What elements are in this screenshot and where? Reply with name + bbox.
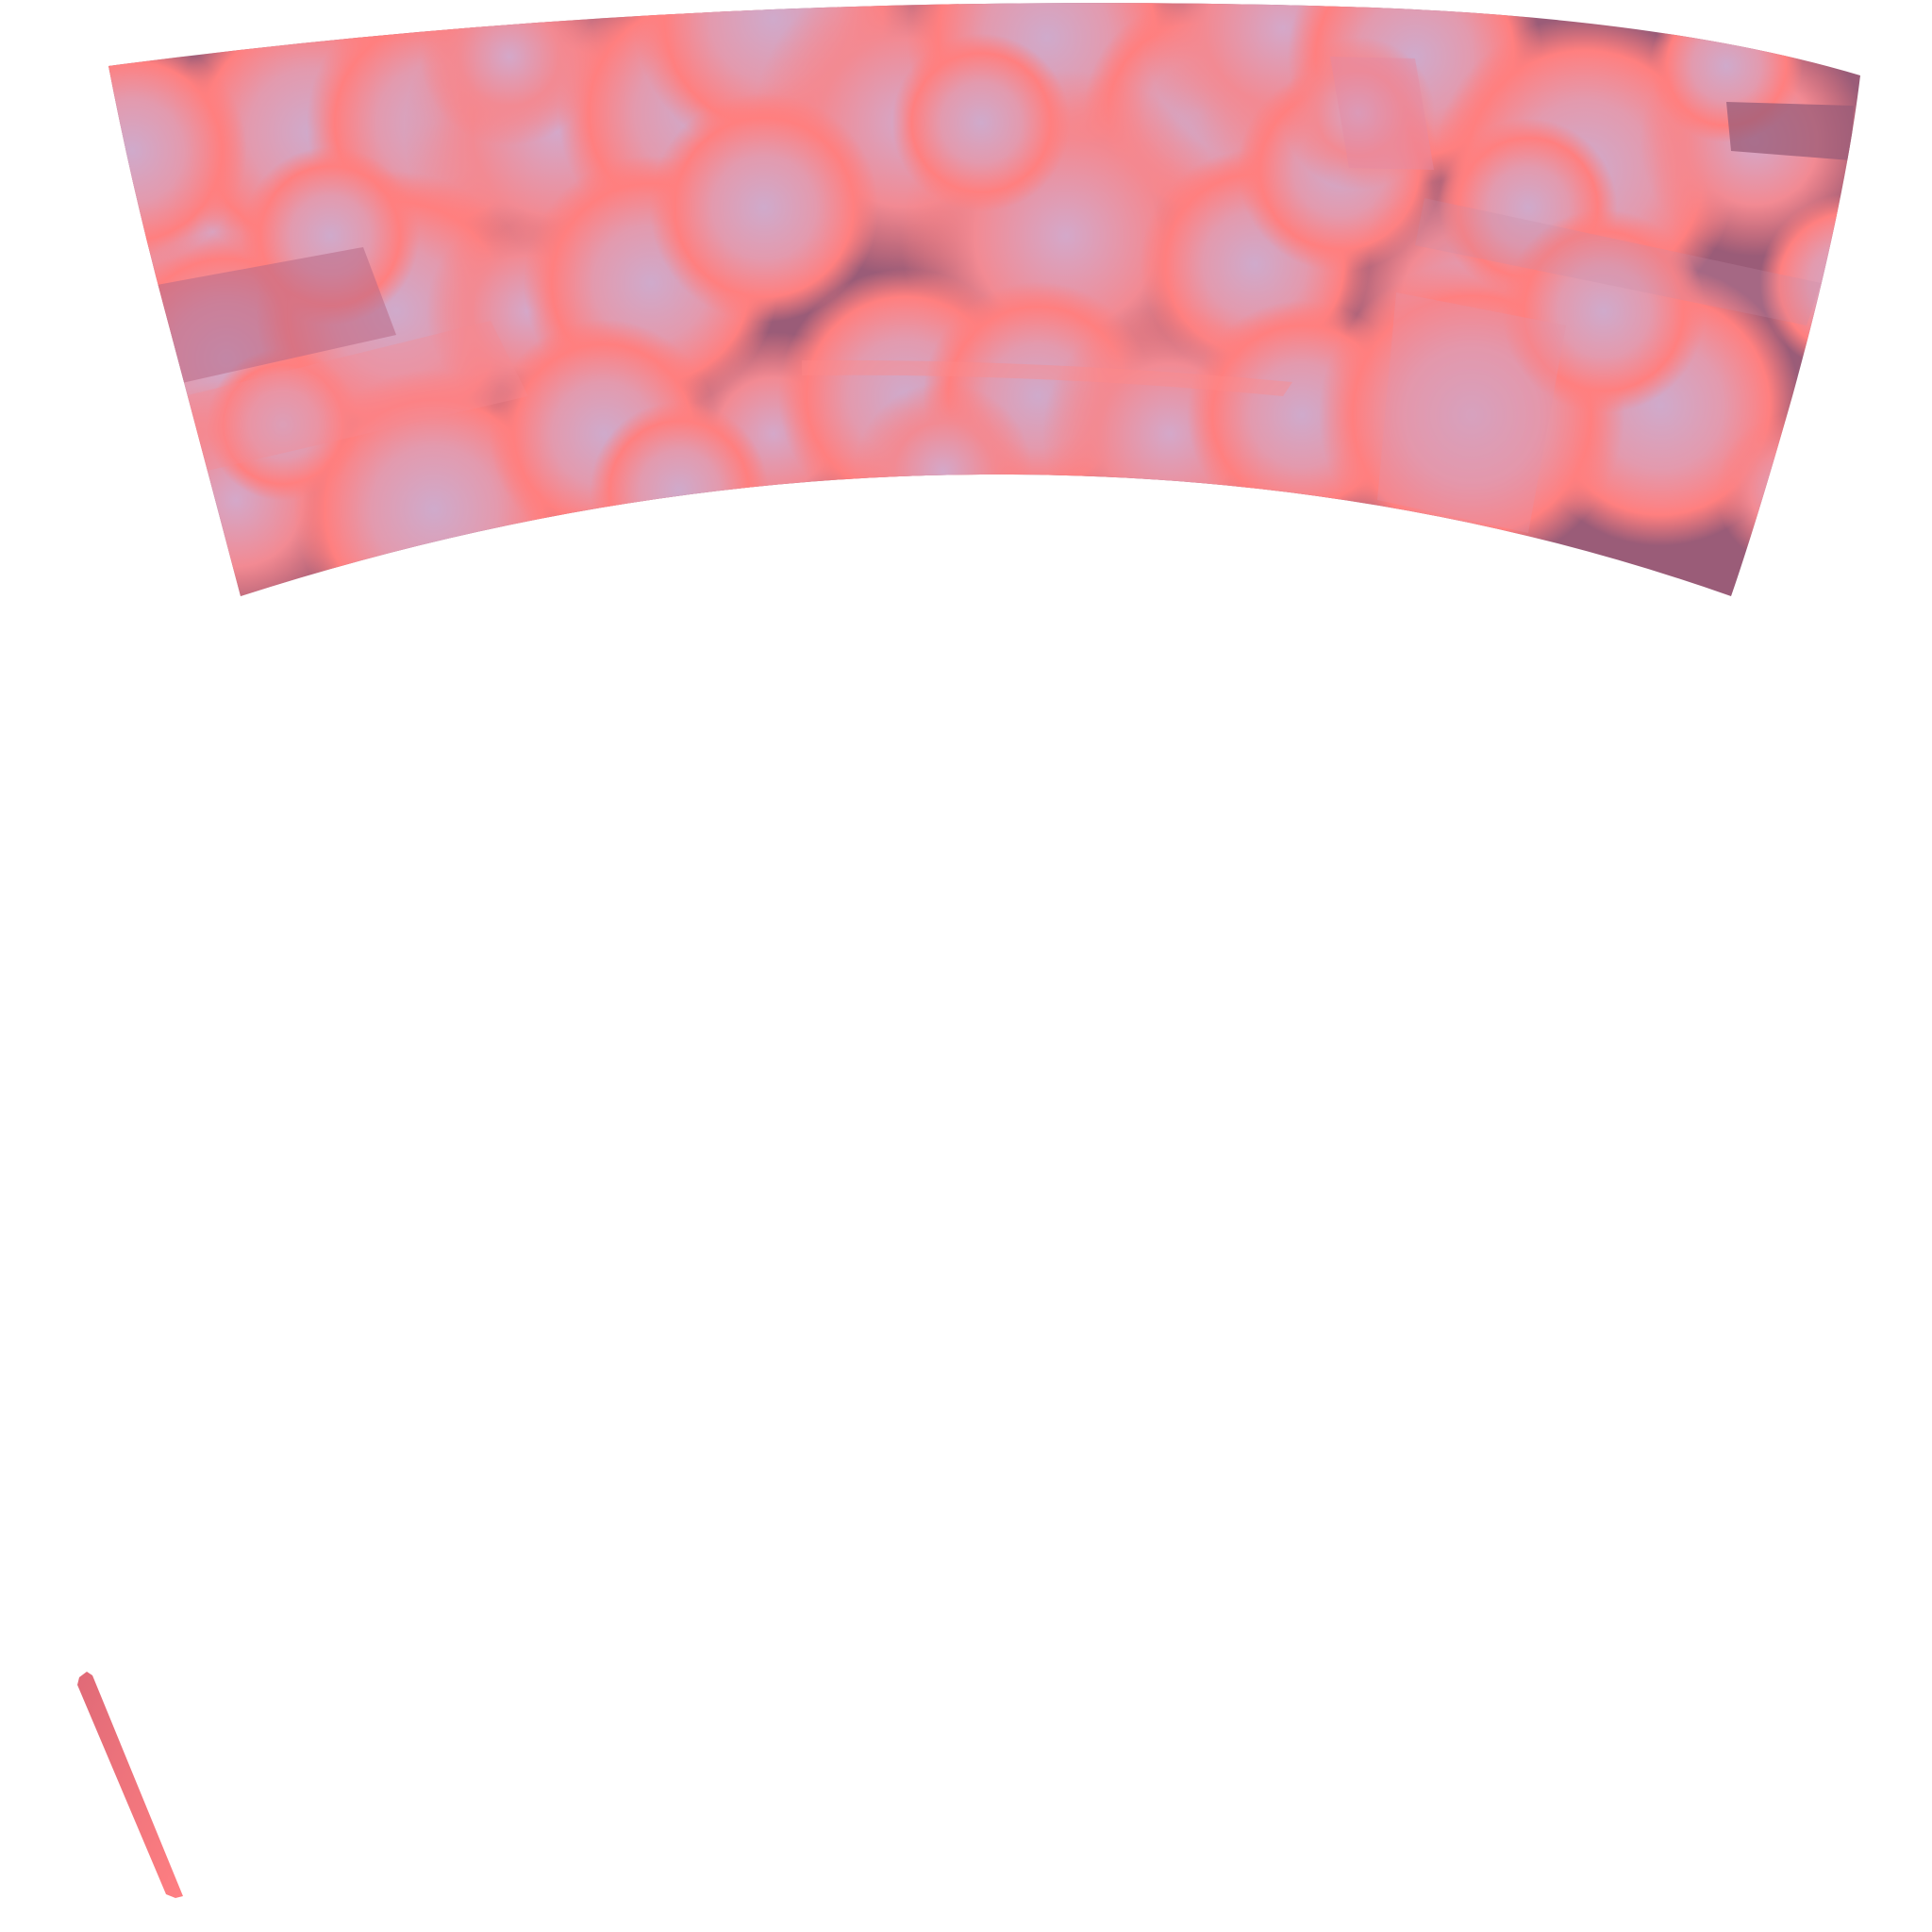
texture-bubble [1282, 37, 1435, 190]
uv-seam-patch [802, 359, 1292, 396]
texture-bubble [207, 348, 359, 501]
thin-strip-shape [77, 1672, 183, 1898]
texture-band [108, 3, 1860, 596]
texture-bubble [1502, 209, 1706, 413]
uv-seam-patch [1726, 102, 1854, 160]
uv-seam-patch [184, 321, 528, 472]
uv-seam-patch [1377, 292, 1566, 533]
texture-bubble [854, 382, 1033, 561]
texture-bubble [1716, 414, 1860, 567]
uv-seam-patch [1330, 57, 1434, 170]
texture-bubble [108, 36, 247, 266]
texture-bubble [590, 401, 769, 580]
uv-seam-patch [142, 247, 396, 387]
texture-bubble [649, 92, 879, 323]
patch-layer [142, 57, 1854, 533]
uv-seam-patch [1415, 198, 1821, 325]
texture-bubble [891, 33, 1071, 212]
